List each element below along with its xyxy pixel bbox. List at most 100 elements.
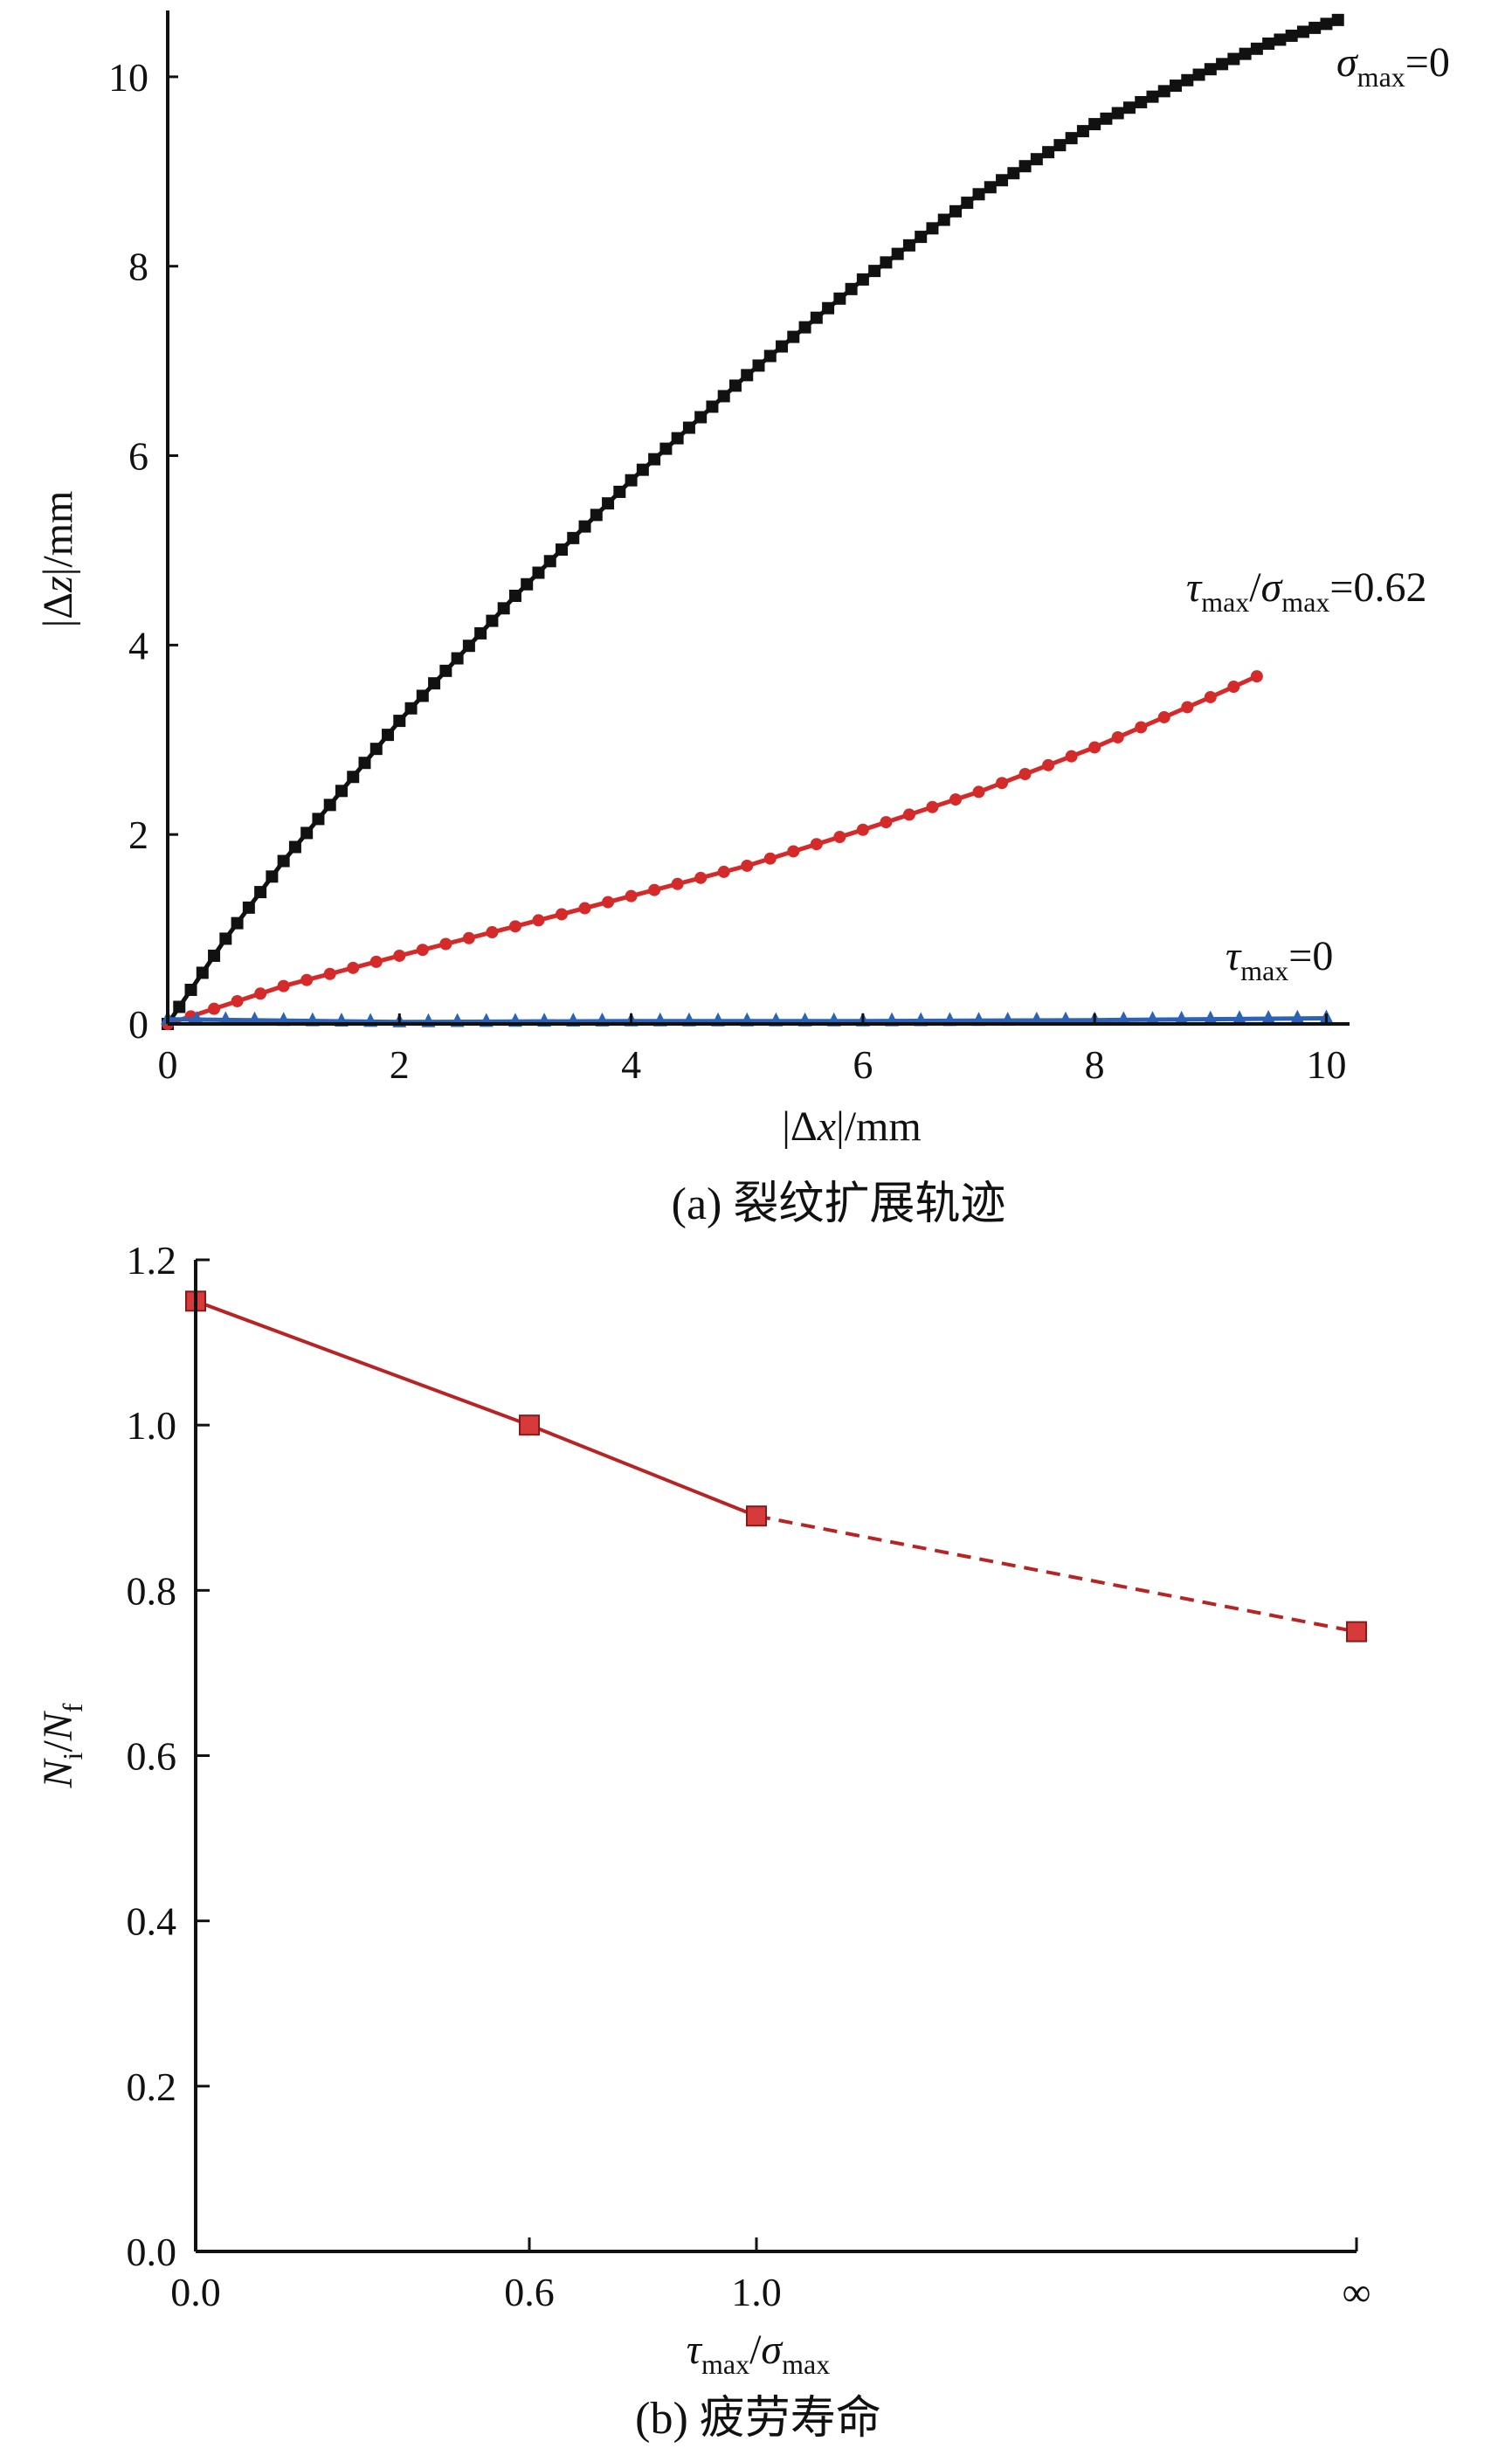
data-point-square [242,901,255,914]
label-symbol: σ [1336,39,1359,86]
data-point-circle [810,838,823,851]
data-point-square [1135,95,1148,108]
y-tick-label: 0.6 [127,1734,177,1779]
chart-a-x-axis-label: |Δx|/mm [782,1103,921,1150]
data-point-circle [369,955,383,968]
data-point-square [1146,90,1159,103]
label-symbol: τ [1225,933,1242,979]
series-label-sigma-max-0: σmax=0 [1336,39,1450,93]
data-point-circle [208,1002,221,1015]
data-point-square [659,442,673,455]
chart-b-caption: (b) 疲劳寿命 [635,2393,881,2444]
data-point-circle [996,777,1009,790]
data-point-square [602,497,615,510]
y-label-var: N [35,1757,81,1788]
chart-a-axes [166,10,1350,1026]
data-point-circle [833,830,846,843]
data-point-square [891,247,904,260]
data-point-square [1111,107,1124,120]
data-point-square [833,292,846,305]
data-point-square [752,359,765,372]
data-point-circle [856,823,869,836]
data-point-circle [1181,701,1194,714]
data-point-square [856,273,869,286]
chart-b: 0.00.20.40.60.81.01.20.0 0.6 1.0 ∞ τmax/σma… [35,1238,1370,2444]
data-point-circle [1088,741,1101,754]
chart-a-y-axis-label: |Δz|/mm [35,491,81,628]
data-point-circle [277,979,290,992]
data-point-square [1100,112,1113,125]
series-line-segment [195,1299,530,1428]
data-point-square [1053,139,1067,152]
data-point-circle [926,800,939,813]
series-markers-1 [162,13,1344,1030]
x-tick-label: 0.6 [504,2270,555,2314]
y-tick-label: 0.2 [127,2064,177,2109]
data-point-square [694,411,708,424]
data-point-triangle [1145,1011,1160,1026]
y-tick-label: 0 [128,1002,148,1047]
data-point-square [671,432,684,445]
data-point-triangle [247,1011,262,1026]
chart-a-series-layer [161,13,1344,1030]
data-point-square [173,1000,186,1013]
data-point-triangle [1290,1009,1305,1024]
data-point-square [880,256,893,269]
data-point-circle [254,987,267,1000]
data-point-circle [1204,690,1217,703]
data-point-square [1274,33,1287,46]
data-point-square [196,966,209,979]
data-point-square [972,188,985,201]
series-line-1 [165,17,1339,1026]
data-point-square [798,321,811,334]
y-label-subscript: i [57,1752,88,1760]
data-point-square [393,715,406,728]
data-point-square [404,702,418,715]
data-point-square [358,757,371,770]
series-label-tau-sigma-062: τmax/σmax=0.62 [1186,564,1426,618]
data-point-circle [578,902,591,915]
x-tick-label: 2 [390,1042,410,1087]
data-point-circle [949,793,962,806]
data-point-square [746,1505,767,1527]
data-point-circle [1018,768,1032,781]
data-point-circle [1250,670,1263,683]
data-point-square [949,204,962,218]
x-tick-label: 0 [158,1042,178,1087]
data-point-square [428,677,441,690]
data-point-square [567,531,580,544]
data-point-square [1331,13,1344,26]
x-tick-label: 1.0 [731,2270,782,2314]
data-point-circle [439,937,452,951]
x-label-subscript: max [701,2348,749,2380]
y-tick-label: 1.2 [127,1238,177,1283]
data-point-circle [787,845,800,858]
data-point-square [369,743,383,756]
data-point-square [1239,47,1252,60]
data-point-square [937,213,950,226]
y-label-var-2: N [35,1710,81,1741]
y-label-bars: |Δ [35,592,81,627]
data-point-circle [625,889,638,902]
series-markers-2 [162,670,1263,1030]
label-subscript: max [1240,955,1288,986]
data-point-square [776,340,789,353]
data-point-square [508,589,521,602]
data-point-circle [671,877,684,890]
data-point-circle [602,896,615,909]
data-point-square [208,949,221,962]
y-tick-label: 10 [108,55,148,100]
data-point-square [184,983,197,996]
x-tick-label: ∞ [1343,2270,1371,2314]
data-point-square [266,870,279,883]
y-label-slash: / [35,1740,81,1753]
data-point-square [810,311,823,324]
data-point-square [868,265,881,278]
x-label-bars: |Δ [782,1103,817,1150]
data-point-square [590,508,603,522]
data-point-square [1122,101,1136,114]
data-point-square [1076,125,1089,138]
data-point-circle [486,926,499,939]
x-tick-label: 6 [853,1042,873,1087]
data-point-square [323,799,336,812]
